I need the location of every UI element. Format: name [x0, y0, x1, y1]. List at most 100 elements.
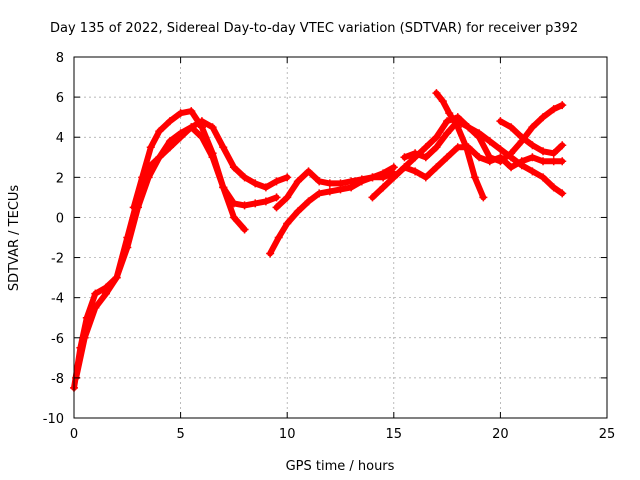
data-point [507, 153, 516, 162]
data-point [400, 153, 409, 162]
y-tick-label: -4 [51, 292, 64, 307]
data-point [266, 249, 275, 258]
data-point [443, 153, 452, 162]
data-point [470, 173, 479, 182]
data-point [539, 147, 548, 156]
data-point [293, 177, 302, 186]
data-point [229, 199, 238, 208]
data-point [325, 179, 334, 188]
data-point [379, 173, 388, 182]
x-tick-label: 0 [70, 427, 78, 442]
y-tick-label: 6 [56, 91, 64, 106]
y-tick-label: -8 [51, 372, 64, 387]
data-point [283, 193, 292, 202]
data-point [558, 157, 567, 166]
data-point [197, 123, 206, 132]
data-point [123, 233, 132, 242]
data-point [496, 117, 505, 126]
data-point [507, 163, 516, 172]
series-trace [401, 118, 566, 197]
data-point [496, 153, 505, 162]
data-point [475, 153, 484, 162]
data-point [549, 105, 558, 114]
data-point [462, 143, 471, 152]
data-point [507, 123, 516, 132]
y-tick-label: 0 [56, 211, 64, 226]
y-tick-label: -2 [51, 252, 64, 267]
data-point [496, 145, 505, 154]
y-tick-label: 4 [56, 131, 64, 146]
data-point [432, 143, 441, 152]
x-axis-label: GPS time / hours [286, 459, 395, 474]
data-point [438, 97, 447, 106]
data-point [229, 163, 238, 172]
data-point [91, 289, 100, 298]
data-point [464, 123, 473, 132]
data-point [528, 123, 537, 132]
data-point [357, 175, 366, 184]
data-point [528, 167, 537, 176]
data-point [165, 117, 174, 126]
data-point [283, 173, 292, 182]
data-point [240, 201, 249, 210]
series-arc-2 [72, 117, 292, 382]
data-point [421, 153, 430, 162]
data-point [155, 127, 164, 136]
data-point [261, 183, 270, 192]
data-point [549, 183, 558, 192]
data-point [347, 177, 356, 186]
data-point [240, 173, 249, 182]
data-point [528, 141, 537, 150]
plot-frame [73, 56, 608, 419]
x-tick-label: 25 [599, 427, 616, 442]
data-point [304, 167, 313, 176]
data-point [549, 149, 558, 158]
data-point [80, 333, 89, 342]
data-point [251, 179, 260, 188]
data-point [229, 213, 238, 222]
data-point [443, 129, 452, 138]
data-point [539, 113, 548, 122]
x-tick-label: 5 [176, 427, 184, 442]
data-point [101, 289, 110, 298]
grid [74, 57, 607, 418]
data-point [274, 233, 283, 242]
data-point [528, 153, 537, 162]
data-point [251, 199, 260, 208]
data-point [485, 157, 494, 166]
data-point [539, 173, 548, 182]
data-point [445, 109, 454, 118]
data-point [112, 273, 121, 282]
data-point [539, 157, 548, 166]
series-arc-3 [129, 107, 281, 212]
data-point [558, 189, 567, 198]
data-point [368, 193, 377, 202]
x-tick-label: 10 [279, 427, 296, 442]
data-point [272, 193, 281, 202]
data-point [208, 149, 217, 158]
data-point [421, 173, 430, 182]
data-point [283, 219, 292, 228]
data-point [129, 203, 138, 212]
chart-title: Day 135 of 2022, Sidereal Day-to-day VTE… [50, 21, 578, 36]
x-tick-label: 15 [386, 427, 403, 442]
tick-labels: 0 5 10 15 20 25 -10 -8 -6 -4 -2 0 2 4 6 8 [43, 51, 616, 442]
data-point [443, 117, 452, 126]
data-point [325, 187, 334, 196]
y-tick-label: 2 [56, 171, 64, 186]
y-tick-label: -10 [43, 412, 64, 427]
data-point [379, 183, 388, 192]
data-point [400, 163, 409, 172]
data-point [475, 129, 484, 138]
data-point [336, 179, 345, 188]
y-axis-label: SDTVAR / TECUs [7, 185, 22, 292]
data-point [549, 157, 558, 166]
data-point [368, 173, 377, 182]
data-point [219, 183, 228, 192]
data-point [187, 107, 196, 116]
data-point [517, 161, 526, 170]
data-point [91, 303, 100, 312]
data-point [315, 189, 324, 198]
data-point [261, 197, 270, 206]
